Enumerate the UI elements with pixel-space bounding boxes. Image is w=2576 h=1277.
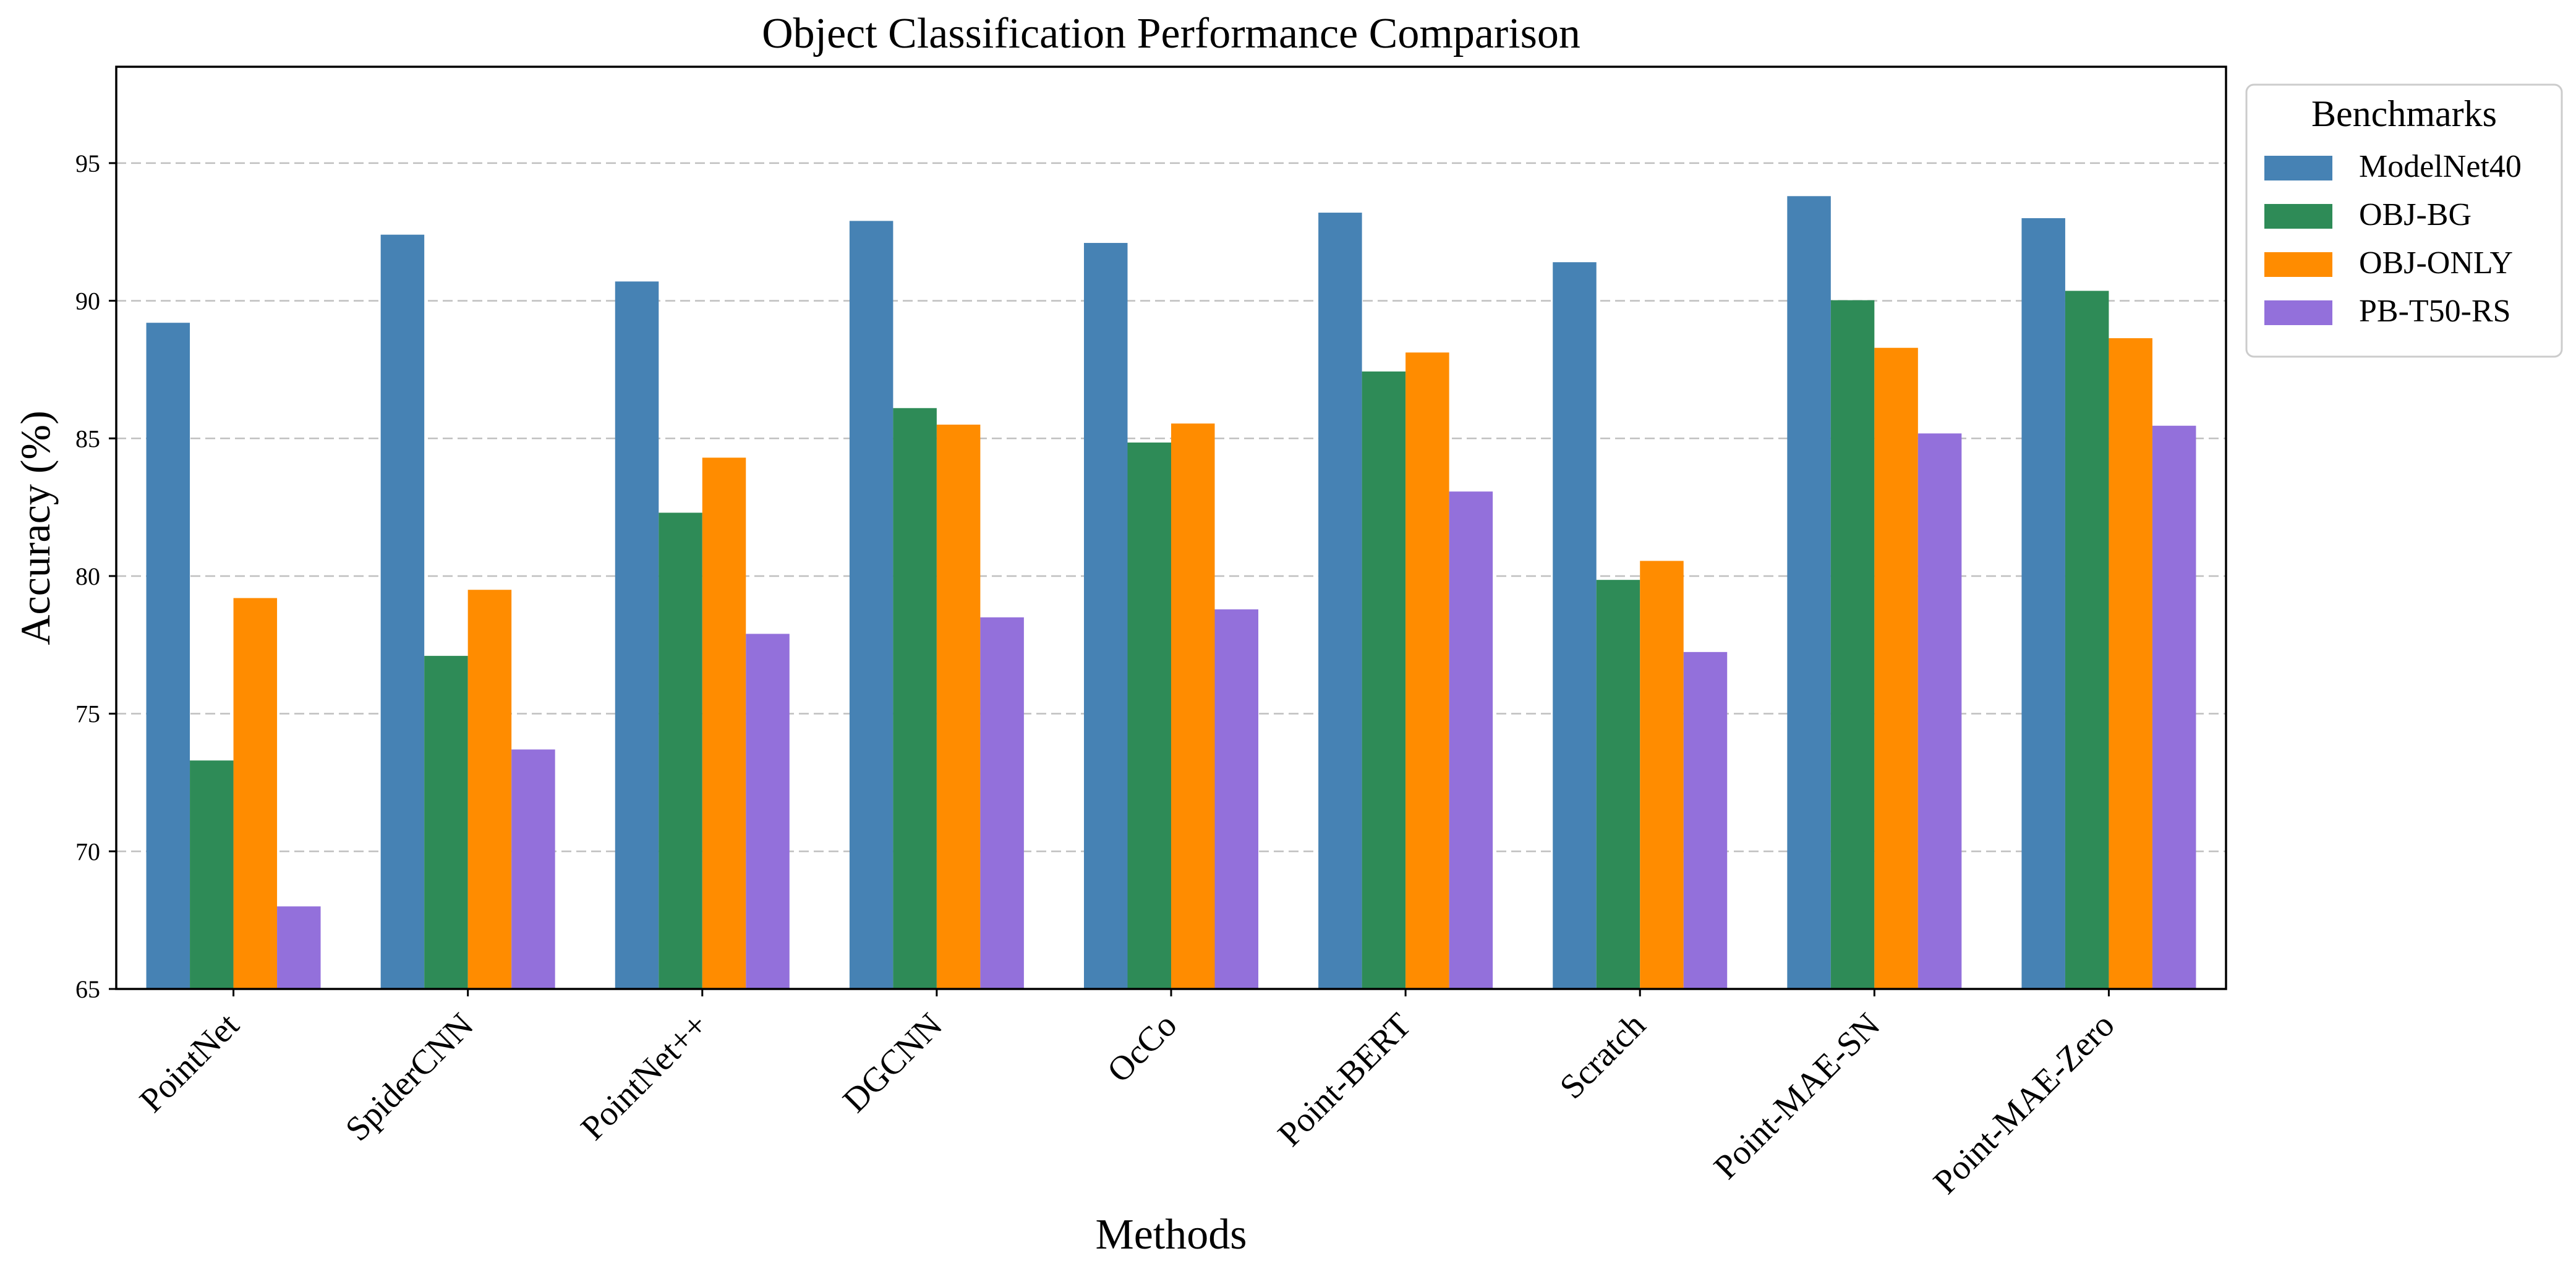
legend-entry-label: OBJ-ONLY xyxy=(2359,245,2513,281)
bar xyxy=(2152,425,2196,989)
y-axis-ticks: 65 70 75 80 85 90 95 xyxy=(75,150,116,1003)
legend-swatch xyxy=(2264,156,2332,180)
bar xyxy=(1640,561,1684,989)
bar xyxy=(1214,609,1258,989)
x-axis-label: Methods xyxy=(1096,1211,1247,1258)
bar xyxy=(146,323,190,989)
bar xyxy=(1917,433,1962,989)
bar xyxy=(849,221,893,990)
bar xyxy=(1830,300,1875,990)
bar xyxy=(1318,213,1362,990)
bar xyxy=(980,617,1024,989)
bar xyxy=(1683,651,1728,989)
bar xyxy=(511,749,555,989)
bar xyxy=(936,424,981,989)
bar xyxy=(2065,291,2109,990)
bar xyxy=(615,281,659,989)
bar xyxy=(277,906,321,989)
bar xyxy=(893,408,937,989)
bar xyxy=(233,598,278,989)
bar xyxy=(659,512,702,989)
y-tick-label: 80 xyxy=(75,562,100,590)
bar xyxy=(1362,371,1406,989)
bar xyxy=(190,760,234,989)
bars xyxy=(146,196,2196,990)
bar xyxy=(1596,580,1640,989)
bar xyxy=(424,656,468,989)
legend-entry-label: OBJ-BG xyxy=(2359,197,2472,232)
bar xyxy=(1084,243,1128,989)
bar xyxy=(1171,423,1215,989)
legend-swatch xyxy=(2264,204,2332,229)
bar xyxy=(1127,442,1171,989)
legend-box xyxy=(2245,83,2563,358)
bar xyxy=(1405,352,1449,989)
y-tick-label: 90 xyxy=(75,287,100,315)
y-tick-label: 65 xyxy=(75,975,100,1003)
bar xyxy=(1874,347,1918,989)
bar xyxy=(380,234,425,989)
bar xyxy=(2109,338,2152,989)
legend-entry-label: PB-T50-RS xyxy=(2359,294,2511,329)
bar xyxy=(1449,491,1493,989)
bar xyxy=(746,634,790,989)
bar xyxy=(1553,262,1597,989)
legend-swatch xyxy=(2264,252,2332,277)
legend-entry-label: ModelNet40 xyxy=(2359,149,2522,184)
y-tick-label: 95 xyxy=(75,150,100,177)
y-axis-label: Accuracy (%) xyxy=(12,410,59,645)
y-tick-label: 70 xyxy=(75,838,100,865)
y-tick-label: 75 xyxy=(75,700,100,728)
legend: Benchmarks ModelNet40 OBJ-BG OBJ-ONLY PB-T5… xyxy=(2245,83,2563,358)
y-tick-label: 85 xyxy=(75,425,100,452)
bar xyxy=(702,457,746,989)
legend-swatch xyxy=(2264,300,2332,325)
bar xyxy=(1787,196,1831,989)
bar xyxy=(467,590,512,989)
chart-title: Object Classification Performance Compar… xyxy=(762,10,1580,57)
legend-title: Benchmarks xyxy=(2311,93,2497,134)
bar xyxy=(2021,218,2065,990)
